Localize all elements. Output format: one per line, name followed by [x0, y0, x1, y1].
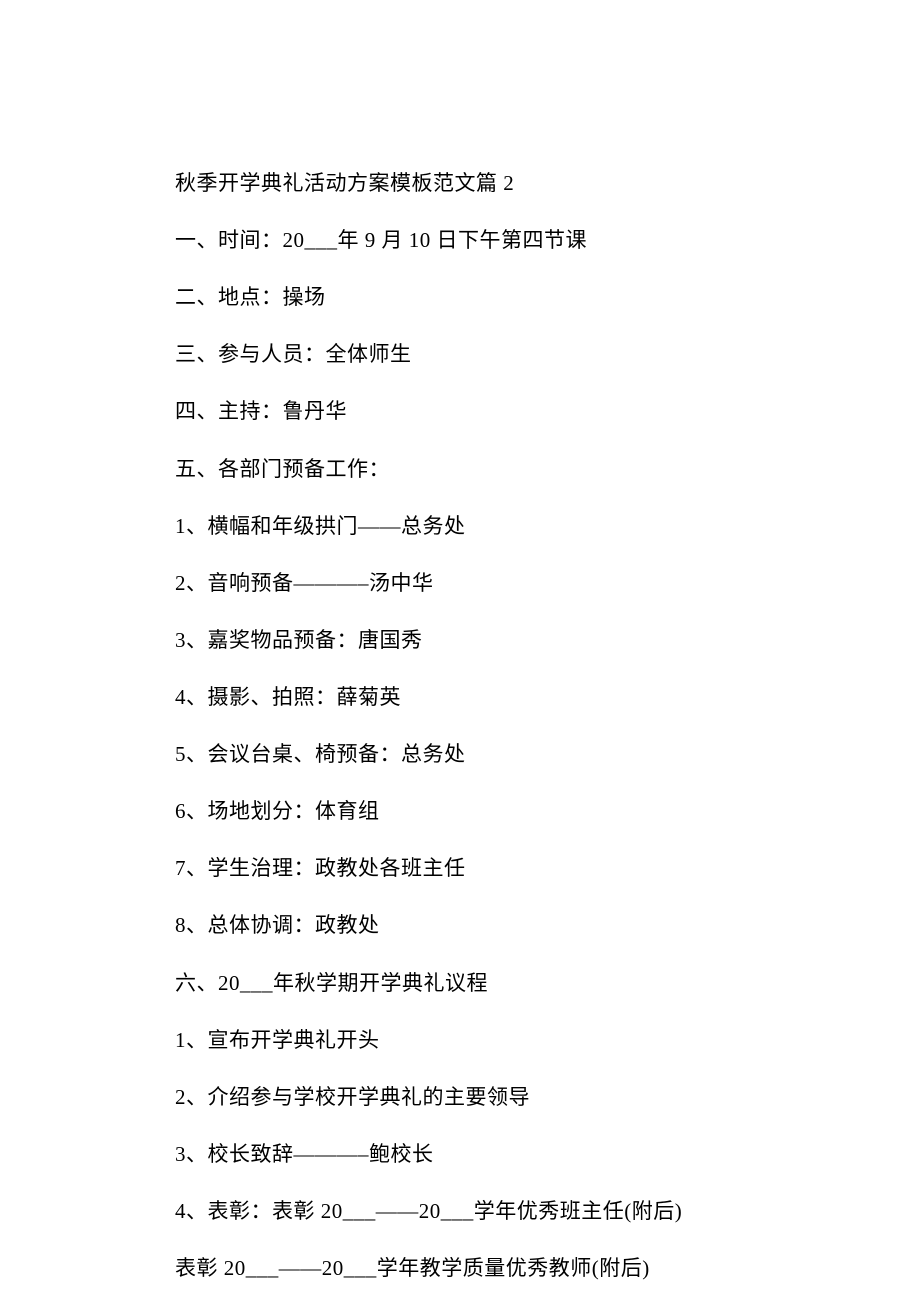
text-line: 三、参与人员：全体师生	[175, 326, 765, 383]
text-line: 8、总体协调：政教处	[175, 897, 765, 954]
text-line: 4、摄影、拍照：薛菊英	[175, 669, 765, 726]
text-line: 一、时间：20___年 9 月 10 日下午第四节课	[175, 212, 765, 269]
text-line: 1、横幅和年级拱门——总务处	[175, 498, 765, 555]
text-line: 6、场地划分：体育组	[175, 783, 765, 840]
text-line: 7、学生治理：政教处各班主任	[175, 840, 765, 897]
text-line: 5、会议台桌、椅预备：总务处	[175, 726, 765, 783]
text-line: 四、主持：鲁丹华	[175, 383, 765, 440]
text-line: 1、宣布开学典礼开头	[175, 1012, 765, 1069]
text-line: 表彰 20___——20___学年教学质量优秀教师(附后)	[175, 1240, 765, 1297]
text-line: 4、表彰：表彰 20___——20___学年优秀班主任(附后)	[175, 1183, 765, 1240]
document-content: 秋季开学典礼活动方案模板范文篇 2 一、时间：20___年 9 月 10 日下午…	[175, 155, 765, 1297]
text-line: 六、20___年秋学期开学典礼议程	[175, 955, 765, 1012]
text-line: 3、校长致辞———–鲍校长	[175, 1126, 765, 1183]
text-line: 2、音响预备———–汤中华	[175, 555, 765, 612]
text-line: 2、介绍参与学校开学典礼的主要领导	[175, 1069, 765, 1126]
text-line: 五、各部门预备工作：	[175, 441, 765, 498]
text-line: 3、嘉奖物品预备：唐国秀	[175, 612, 765, 669]
title-line: 秋季开学典礼活动方案模板范文篇 2	[175, 155, 765, 212]
text-line: 二、地点：操场	[175, 269, 765, 326]
